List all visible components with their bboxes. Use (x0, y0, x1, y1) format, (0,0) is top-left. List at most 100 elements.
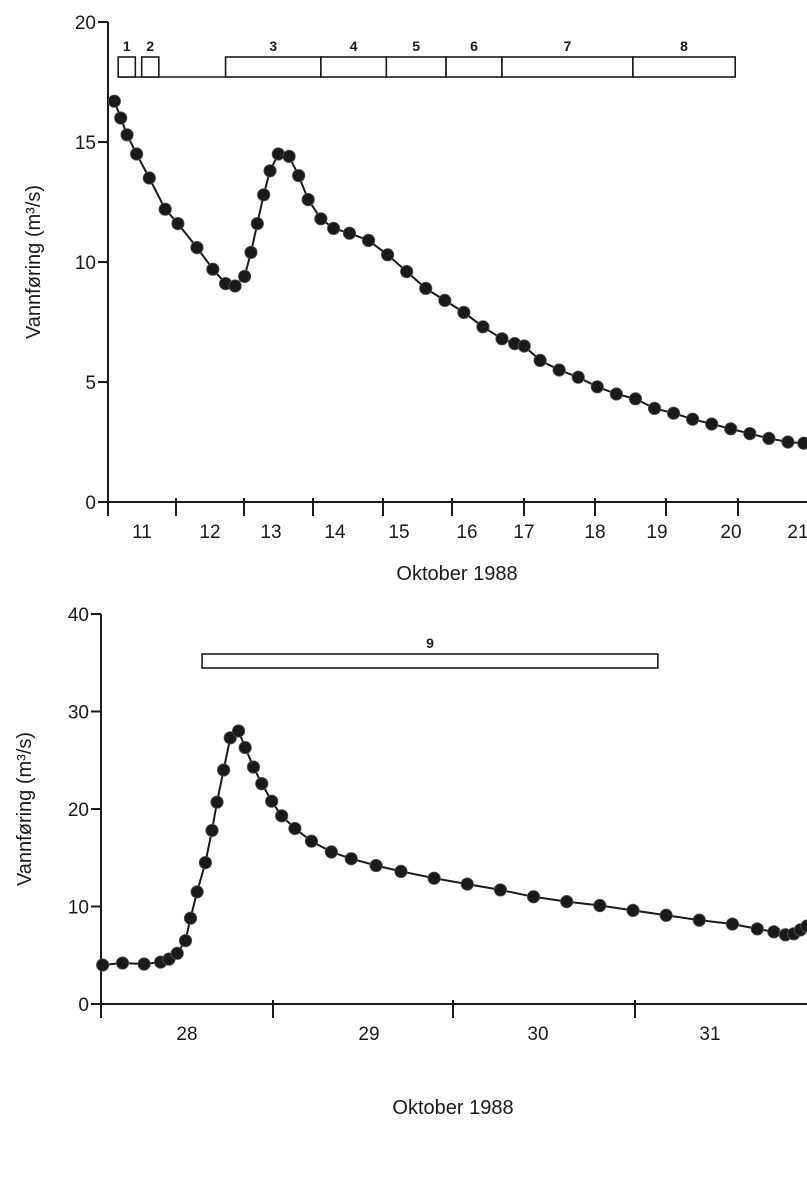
data-point (560, 895, 574, 909)
x-axis-title: Oktober 1988 (392, 1097, 513, 1119)
data-point (288, 821, 302, 836)
data-point (231, 724, 246, 738)
sampling-period-box (140, 56, 160, 78)
data-point (493, 883, 508, 897)
data-point (190, 885, 204, 899)
sampling-period-box (632, 56, 736, 78)
data-point (626, 903, 640, 918)
y-tick-label: 30 (68, 703, 89, 724)
data-point (526, 890, 541, 904)
sampling-period-box (320, 56, 388, 78)
y-tick-label: 10 (75, 253, 96, 274)
sampling-period-label: 3 (269, 38, 277, 54)
data-point (301, 193, 315, 207)
data-point (460, 877, 474, 891)
sampling-period-label: 4 (350, 38, 358, 54)
data-point (324, 845, 338, 859)
data-point (552, 363, 566, 377)
data-point (183, 911, 198, 925)
data-point (206, 262, 220, 276)
data-point (344, 852, 358, 866)
data-point (129, 147, 144, 161)
data-point (750, 922, 764, 936)
data-point (244, 245, 258, 259)
x-tick-label: 30 (527, 1024, 548, 1045)
x-tick-label: 15 (388, 522, 409, 543)
data-point (115, 956, 130, 970)
data-point (275, 809, 289, 823)
data-point (171, 217, 185, 231)
sampling-period-label: 7 (564, 38, 572, 54)
x-tick-label: 16 (456, 522, 477, 543)
y-tick-label: 40 (68, 605, 89, 626)
data-point (743, 426, 757, 441)
data-point (107, 94, 121, 108)
data-point (394, 864, 408, 879)
sampling-period-label: 2 (146, 38, 154, 54)
data-point (178, 934, 193, 948)
data-point (314, 212, 328, 226)
y-tick-label: 20 (75, 13, 96, 34)
y-tick-label: 5 (85, 373, 96, 394)
data-point (705, 417, 719, 431)
data-point (205, 823, 219, 838)
data-point (210, 795, 224, 809)
data-point (120, 128, 134, 142)
x-tick-label: 21 (787, 522, 807, 543)
data-point (495, 332, 509, 346)
data-point (380, 248, 395, 262)
sampling-period-box (385, 56, 447, 78)
data-point (190, 241, 204, 255)
data-point (666, 406, 681, 420)
data-point (781, 435, 795, 449)
data-point (292, 169, 306, 183)
data-point (647, 401, 662, 415)
data-point (724, 422, 738, 436)
data-point (263, 164, 277, 178)
data-point (271, 147, 285, 161)
data-point (304, 834, 319, 848)
x-tick-label: 31 (699, 1024, 720, 1045)
x-tick-label: 11 (132, 522, 152, 543)
data-point (158, 202, 172, 216)
data-point (609, 387, 623, 401)
data-point (369, 858, 383, 873)
data-point (342, 226, 357, 240)
data-point (427, 871, 441, 885)
x-tick-label: 12 (199, 522, 220, 543)
data-point (142, 171, 156, 185)
x-tick-label: 13 (260, 522, 281, 543)
y-tick-label: 0 (85, 493, 96, 514)
data-point (533, 353, 547, 367)
data-point (593, 898, 607, 913)
data-point (797, 436, 807, 450)
y-axis-title: Vannføring (m³/s) (23, 185, 45, 339)
sampling-period-label: 5 (412, 38, 420, 54)
data-point (659, 908, 673, 922)
data-point (400, 264, 414, 279)
x-tick-label: 19 (646, 522, 667, 543)
x-tick-label: 29 (358, 1024, 379, 1045)
y-tick-label: 20 (68, 800, 89, 821)
data-point (170, 946, 184, 960)
data-point (326, 221, 341, 235)
data-point (114, 111, 128, 125)
x-tick-label: 28 (176, 1024, 197, 1045)
sampling-period-box (201, 653, 659, 669)
data-point (96, 958, 110, 972)
y-tick-label: 10 (68, 898, 89, 919)
data-point (228, 279, 242, 293)
data-point (457, 305, 471, 319)
data-point (198, 856, 213, 870)
data-point (257, 188, 271, 202)
data-point (246, 760, 261, 774)
data-point (250, 217, 264, 231)
y-tick-label: 15 (75, 133, 96, 154)
data-point (282, 149, 296, 163)
data-point (762, 431, 776, 445)
discharge-line (102, 730, 807, 966)
sampling-period-label: 1 (123, 38, 131, 54)
sampling-period-label: 6 (470, 38, 478, 54)
